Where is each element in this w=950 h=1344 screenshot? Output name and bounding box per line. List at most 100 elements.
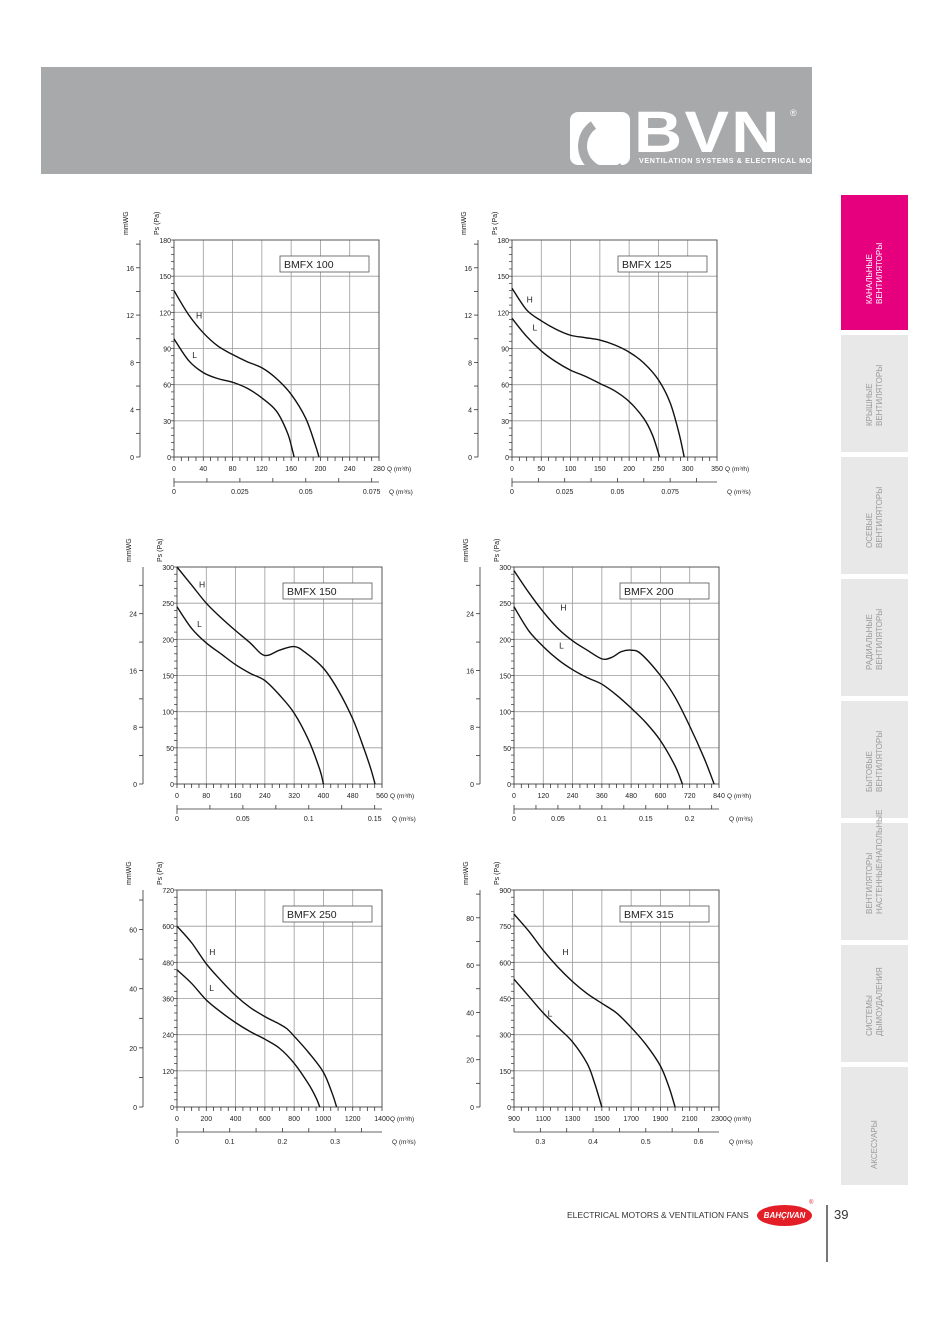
curve-label-h: H [199, 579, 205, 589]
mmwg-tick-label: 0 [133, 782, 137, 789]
curve-label-l: L [533, 322, 538, 332]
sidebar-tab-accessories[interactable]: Аксесуары [841, 1067, 908, 1185]
x-tick-label: 0 [510, 466, 514, 473]
x-tick-label: 0 [172, 466, 176, 473]
y-tick-label: 200 [162, 637, 174, 644]
footer-text: ELECTRICAL MOTORS & VENTILATION FANS [567, 1210, 749, 1220]
x-tick-label: 240 [567, 793, 579, 800]
y-tick-label: 150 [499, 674, 511, 681]
curve-label-l: L [209, 983, 214, 993]
mmwg-tick-label: 12 [464, 313, 472, 320]
mmwg-tick-label: 20 [129, 1046, 137, 1053]
y-tick-label: 50 [166, 746, 174, 753]
m3s-tick-label: 0.4 [588, 1139, 598, 1146]
m3s-tick-label: 0 [175, 1139, 179, 1146]
curve-label-h: H [209, 947, 215, 957]
model-title-box [619, 582, 710, 600]
y-tick-label: 0 [507, 1105, 511, 1112]
y-axis-label: Ps (Pa) [157, 539, 164, 562]
model-title: BMFX 125 [622, 259, 672, 271]
y-tick-label: 720 [162, 888, 174, 895]
m3s-tick-label: 0.3 [330, 1139, 340, 1146]
y-tick-label: 300 [499, 1033, 511, 1040]
mmwg-tick-label: 0 [470, 782, 474, 789]
x-axis-label: Q (m³/h) [390, 1116, 414, 1123]
x-tick-label: 80 [202, 793, 210, 800]
y-tick-label: 0 [170, 1105, 174, 1112]
mmwg-tick-label: 4 [130, 408, 134, 415]
tab-label: Бытовые вентиляторы [864, 730, 884, 792]
x-tick-label: 1900 [653, 1116, 669, 1123]
m3s-tick-label: 0 [512, 816, 516, 823]
mmwg-tick-label: 8 [130, 360, 134, 367]
curve-h [176, 566, 376, 785]
m3s-tick-label: 0.1 [597, 816, 607, 823]
m3s-tick-label: 0.1 [304, 816, 314, 823]
sidebar-tab-smoke-extraction[interactable]: Системы дымоудаления [841, 945, 908, 1062]
model-title-box [282, 905, 373, 923]
mmwg-tick-label: 0 [470, 1105, 474, 1112]
model-title-box [619, 905, 710, 923]
model-title: BMFX 200 [624, 586, 674, 598]
x-tick-label: 1200 [345, 1116, 361, 1123]
mmwg-tick-label: 20 [466, 1058, 474, 1065]
curve-label-h: H [560, 602, 566, 612]
sidebar-tab-radial-fans[interactable]: Радиальные вентиляторы [841, 579, 908, 696]
sidebar-tab-axial-fans[interactable]: Осевые вентиляторы [841, 457, 908, 574]
curve-h [173, 290, 320, 458]
sidebar-tab-roof-fans[interactable]: Крышные вентиляторы [841, 335, 908, 452]
sidebar-tab-wall-floor-fans[interactable]: Вентиляторы настенные/напольные [841, 810, 908, 940]
x-tick-label: 600 [655, 793, 667, 800]
y-tick-label: 300 [499, 565, 511, 572]
mmwg-tick-label: 80 [466, 916, 474, 923]
page-number: 39 [834, 1207, 849, 1222]
tab-label: Радиальные вентиляторы [864, 608, 884, 670]
y-tick-label: 250 [499, 601, 511, 608]
y-tick-label: 120 [497, 310, 509, 317]
y-axis-label: Ps (Pa) [154, 212, 161, 235]
m3s-tick-label: 0.2 [278, 1139, 288, 1146]
curve-l [173, 338, 295, 458]
m3s-tick-label: 0 [175, 816, 179, 823]
x-tick-label: 150 [594, 466, 606, 473]
y-tick-label: 150 [499, 1069, 511, 1076]
y-tick-label: 120 [159, 310, 171, 317]
y-tick-label: 750 [499, 924, 511, 931]
mmwg-tick-label: 60 [466, 963, 474, 970]
x-tick-label: 400 [230, 1116, 242, 1123]
x-tick-label: 600 [259, 1116, 271, 1123]
y-tick-label: 200 [499, 637, 511, 644]
mmwg-axis-label: mmWG [461, 211, 468, 235]
mmwg-tick-label: 8 [470, 725, 474, 732]
curve-label-l: L [192, 350, 197, 360]
m3s-tick-label: 0.5 [641, 1139, 651, 1146]
mmwg-axis-label: mmWG [463, 861, 470, 885]
m3s-tick-label: 0.05 [299, 489, 313, 496]
mmwg-tick-label: 60 [129, 928, 137, 935]
x-tick-label: 240 [344, 466, 356, 473]
y-tick-label: 0 [167, 455, 171, 462]
model-title: BMFX 250 [287, 909, 337, 921]
mmwg-tick-label: 16 [126, 266, 134, 273]
y-tick-label: 0 [170, 782, 174, 789]
y-tick-label: 50 [503, 746, 511, 753]
x-axis-label: Q (m³/h) [387, 466, 411, 473]
curve-l [513, 606, 684, 785]
x-tick-label: 900 [508, 1116, 520, 1123]
curve-label-h: H [527, 295, 533, 305]
sidebar-tab-household-fans[interactable]: Бытовые вентиляторы [841, 701, 908, 818]
mmwg-tick-label: 16 [466, 668, 474, 675]
m3s-tick-label: 0.075 [363, 489, 381, 496]
sidebar-tab-duct-fans[interactable]: Канальные вентиляторы [841, 195, 908, 330]
tab-label: Осевые вентиляторы [864, 486, 884, 548]
x-tick-label: 0 [175, 1116, 179, 1123]
mmwg-tick-label: 0 [133, 1105, 137, 1112]
m3s-tick-label: 0.05 [551, 816, 565, 823]
x-tick-label: 250 [653, 466, 665, 473]
wing-logo-icon [570, 112, 630, 165]
